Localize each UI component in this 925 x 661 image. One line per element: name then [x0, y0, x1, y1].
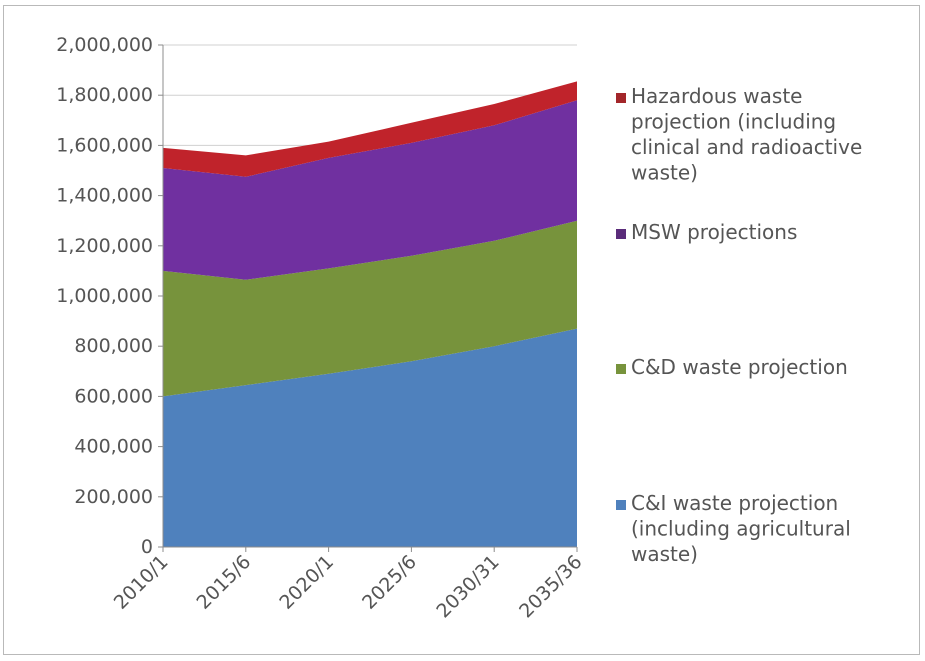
y-tick-label: 1,400,000 — [56, 185, 153, 207]
area-candi-waste-projection-including-agricultural-waste — [163, 328, 577, 547]
legend-swatch — [616, 93, 626, 103]
area-hazardous-waste-projection-including-clinical-and-radioactive-waste — [163, 81, 577, 177]
y-tick-label: 600,000 — [74, 385, 153, 407]
y-tick-label: 800,000 — [74, 335, 153, 357]
y-tick-label: 0 — [141, 536, 153, 558]
axes — [158, 44, 578, 552]
x-tick-label: 2015/6 — [193, 551, 256, 614]
x-tick-label: 2025/6 — [358, 551, 421, 614]
x-tick-label: 2030/31 — [432, 551, 503, 622]
legend-label: MSW projections — [631, 220, 797, 244]
legend-swatch — [616, 364, 626, 374]
y-tick-label: 1,200,000 — [56, 235, 153, 257]
y-tick-label: 1,000,000 — [56, 285, 153, 307]
y-tick-labels: 0 200,000 400,000 600,000 800,000 1,000,000 1,… — [56, 34, 153, 558]
area-msw-projections — [163, 100, 577, 280]
legend-item: C&D waste projection — [616, 355, 848, 379]
legend-label: waste) — [631, 161, 698, 185]
legend-label: projection (including — [631, 110, 836, 134]
legend-swatch — [616, 500, 626, 510]
x-tick-labels: 2010/1 2015/6 2020/1 2025/6 2030/31 2035/36 — [110, 551, 587, 622]
x-tick-label: 2020/1 — [275, 551, 338, 614]
legend-label: (including agricultural — [631, 517, 851, 541]
legend-label: Hazardous waste — [631, 84, 802, 108]
legend-label: C&I waste projection — [631, 491, 838, 515]
x-tick-label: 2010/1 — [110, 551, 173, 614]
legend-label: C&D waste projection — [631, 355, 848, 379]
legend-item: MSW projections — [616, 220, 797, 244]
plot-areas — [163, 81, 577, 547]
y-tick-label: 1,600,000 — [56, 134, 153, 156]
y-tick-label: 200,000 — [74, 486, 153, 508]
y-tick-label: 2,000,000 — [56, 34, 153, 56]
legend-swatch — [616, 229, 626, 239]
x-tick-label: 2035/36 — [515, 551, 586, 622]
y-tick-label: 1,800,000 — [56, 84, 153, 106]
area-candd-waste-projection — [163, 220, 577, 397]
chart-frame: 0 200,000 400,000 600,000 800,000 1,000,000 1,… — [3, 5, 920, 655]
legend-label: waste) — [631, 542, 698, 566]
legend-label: clinical and radioactive — [631, 135, 862, 159]
stacked-area-chart: 0 200,000 400,000 600,000 800,000 1,000,000 1,… — [56, 34, 862, 622]
y-tick-label: 400,000 — [74, 436, 153, 458]
legend-item: C&I waste projection(including agricultu… — [616, 491, 851, 566]
